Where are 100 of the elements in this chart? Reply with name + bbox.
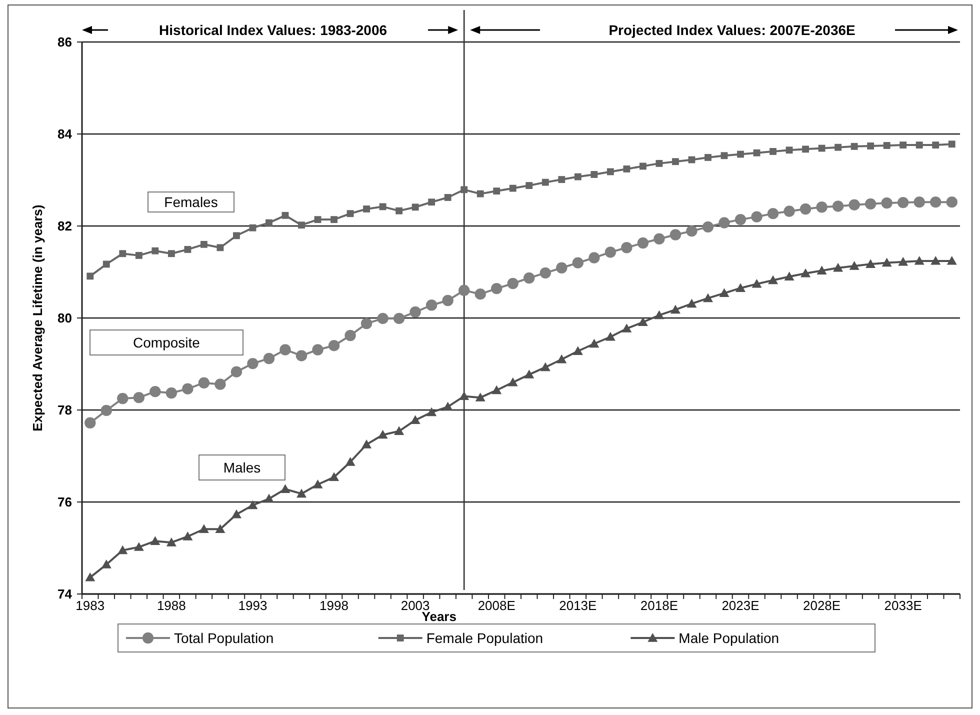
point [491, 282, 502, 294]
point [133, 392, 145, 404]
point [672, 158, 679, 166]
point [930, 256, 941, 265]
x-tick-label: 2028E [803, 598, 841, 613]
x-tick-label: 2023E [722, 598, 760, 613]
point [426, 300, 438, 311]
point [639, 162, 646, 170]
point [119, 250, 126, 258]
point [166, 537, 176, 546]
point [654, 233, 665, 244]
point [916, 142, 923, 148]
legend-label: Total Population [174, 630, 274, 646]
point [802, 146, 809, 153]
point [118, 545, 128, 554]
point [396, 207, 403, 214]
point [574, 173, 582, 180]
point [509, 184, 516, 192]
point [312, 344, 324, 356]
point [459, 391, 470, 400]
point [150, 386, 161, 398]
point [117, 392, 128, 404]
point [150, 536, 160, 545]
point [152, 247, 159, 254]
point [832, 200, 844, 212]
point [100, 404, 112, 416]
y-tick-label: 76 [58, 494, 72, 510]
point [263, 352, 275, 364]
point [393, 312, 405, 324]
point [215, 524, 226, 533]
point [231, 509, 242, 518]
point [410, 306, 421, 318]
text: Projected Index Values: 2007E-2036E [608, 22, 856, 38]
text: Historical Index Values: 1983-2006 [159, 22, 388, 38]
point [86, 272, 94, 280]
point [182, 532, 193, 540]
point [412, 204, 419, 211]
point [623, 166, 630, 172]
point [134, 542, 144, 551]
point [588, 252, 600, 264]
point [558, 176, 566, 183]
point [442, 294, 454, 306]
point [946, 256, 957, 265]
point [346, 210, 354, 218]
point [296, 488, 306, 498]
point [734, 214, 746, 226]
point [932, 142, 940, 148]
y-tick-label: 84 [58, 126, 73, 142]
point [751, 211, 762, 222]
point [590, 171, 598, 178]
x-tick-label: 2033E [884, 598, 922, 613]
point [900, 142, 907, 148]
point [426, 407, 437, 416]
point [849, 261, 860, 270]
point [230, 366, 242, 378]
point [330, 216, 338, 224]
point [476, 190, 484, 198]
annotation: Composite [133, 334, 200, 350]
y-tick-label: 80 [58, 310, 72, 326]
point [526, 182, 533, 189]
point [296, 350, 308, 362]
point [312, 480, 323, 488]
point [768, 275, 778, 284]
point [784, 272, 794, 280]
x-tick-label: 1988 [156, 598, 186, 613]
point [589, 338, 600, 348]
point [475, 392, 486, 402]
point [702, 221, 714, 233]
point [670, 229, 682, 240]
point [605, 332, 616, 341]
point [881, 197, 892, 209]
point [834, 144, 842, 151]
point [638, 317, 648, 326]
x-tick-label: 2008E [478, 598, 516, 613]
point [753, 149, 760, 156]
point [654, 310, 664, 320]
point [883, 142, 890, 149]
point [444, 194, 452, 201]
point [720, 152, 728, 160]
point [718, 217, 730, 228]
point [266, 219, 272, 226]
point [686, 225, 698, 237]
x-tick-label: 1983 [76, 598, 105, 613]
x-tick-label: 1998 [320, 598, 348, 613]
point [363, 206, 370, 212]
point [637, 237, 649, 249]
point [328, 340, 340, 352]
x-tick-label: 2018E [640, 598, 678, 613]
legend-label: Female Population [426, 630, 544, 646]
point [508, 377, 518, 386]
point [898, 256, 908, 266]
point [800, 268, 811, 278]
x-tick-label: 1993 [238, 598, 268, 613]
point [540, 362, 550, 372]
point [914, 196, 925, 208]
point [344, 330, 356, 342]
point [442, 402, 453, 411]
y-tick-label: 74 [58, 586, 73, 602]
annotation: Females [164, 194, 218, 210]
point [377, 312, 388, 324]
